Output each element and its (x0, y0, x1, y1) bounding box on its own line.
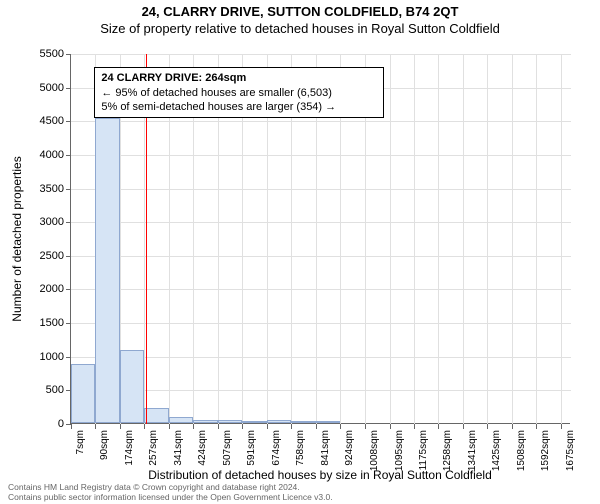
footer-line1: Contains HM Land Registry data © Crown c… (8, 482, 333, 492)
histogram-bar (120, 350, 144, 423)
xtick-mark (242, 424, 243, 429)
xtick-label: 90sqm (99, 430, 110, 460)
ytick-mark (66, 88, 71, 89)
annotation-line1: ← 95% of detached houses are smaller (6,… (101, 86, 377, 100)
histogram-bar (193, 420, 217, 423)
ytick-mark (66, 256, 71, 257)
xtick-label: 591sqm (246, 430, 257, 466)
annotation-line2: 5% of semi-detached houses are larger (3… (101, 100, 377, 114)
gridline-vertical (390, 54, 391, 424)
xtick-label: 174sqm (124, 430, 135, 466)
ytick-mark (66, 222, 71, 223)
y-axis-label: Number of detached properties (10, 156, 24, 321)
xtick-label: 924sqm (344, 430, 355, 466)
ytick-mark (66, 189, 71, 190)
xtick-mark (536, 424, 537, 429)
xtick-label: 1008sqm (369, 430, 380, 471)
ytick-label: 2000 (14, 283, 64, 295)
xtick-label: 1508sqm (516, 430, 527, 471)
histogram-bar (218, 420, 243, 423)
ytick-mark (66, 357, 71, 358)
xtick-label: 1592sqm (540, 430, 551, 471)
ytick-mark (66, 54, 71, 55)
ytick-label: 500 (14, 384, 64, 396)
ytick-label: 3000 (14, 216, 64, 228)
xtick-mark (218, 424, 219, 429)
xtick-mark (267, 424, 268, 429)
xtick-mark (561, 424, 562, 429)
xtick-label: 758sqm (295, 430, 306, 466)
ytick-label: 4500 (14, 115, 64, 127)
histogram-bar (169, 417, 193, 423)
xtick-label: 424sqm (197, 430, 208, 466)
xtick-mark (365, 424, 366, 429)
ytick-label: 5500 (14, 48, 64, 60)
gridline-vertical (512, 54, 513, 424)
xtick-mark (95, 424, 96, 429)
footer-attribution: Contains HM Land Registry data © Crown c… (8, 482, 333, 502)
ytick-label: 3500 (14, 183, 64, 195)
xtick-mark (120, 424, 121, 429)
xtick-mark (512, 424, 513, 429)
xtick-label: 1675sqm (565, 430, 576, 471)
xtick-mark (71, 424, 72, 429)
histogram-bar (144, 408, 169, 423)
xtick-label: 257sqm (148, 430, 159, 466)
histogram-bar (291, 421, 315, 423)
xtick-mark (487, 424, 488, 429)
ytick-mark (66, 121, 71, 122)
xtick-mark (390, 424, 391, 429)
xtick-mark (316, 424, 317, 429)
gridline-vertical (438, 54, 439, 424)
ytick-mark (66, 289, 71, 290)
xtick-mark (169, 424, 170, 429)
xtick-mark (340, 424, 341, 429)
xtick-mark (144, 424, 145, 429)
xtick-label: 507sqm (222, 430, 233, 466)
gridline-vertical (487, 54, 488, 424)
xtick-mark (438, 424, 439, 429)
histogram-bar (95, 118, 120, 423)
histogram-bar (316, 421, 340, 423)
xtick-label: 841sqm (320, 430, 331, 466)
gridline-vertical (561, 54, 562, 424)
ytick-label: 2500 (14, 250, 64, 262)
chart-title-main: 24, CLARRY DRIVE, SUTTON COLDFIELD, B74 … (0, 4, 600, 19)
ytick-mark (66, 323, 71, 324)
histogram-bar (267, 420, 292, 423)
ytick-label: 1000 (14, 351, 64, 363)
xtick-mark (193, 424, 194, 429)
ytick-label: 1500 (14, 317, 64, 329)
annotation-box: 24 CLARRY DRIVE: 264sqm ← 95% of detache… (94, 67, 384, 118)
annotation-title: 24 CLARRY DRIVE: 264sqm (101, 71, 377, 85)
gridline-vertical (536, 54, 537, 424)
gridline-vertical (463, 54, 464, 424)
xtick-label: 1175sqm (418, 430, 429, 470)
xtick-label: 341sqm (173, 430, 184, 466)
histogram-bar (242, 421, 266, 423)
ytick-mark (66, 155, 71, 156)
ytick-label: 5000 (14, 82, 64, 94)
xtick-mark (414, 424, 415, 429)
histogram-bar (71, 364, 95, 423)
gridline-vertical (414, 54, 415, 424)
xtick-mark (463, 424, 464, 429)
xtick-label: 674sqm (271, 430, 282, 466)
xtick-label: 7sqm (75, 430, 86, 454)
xtick-label: 1341sqm (467, 430, 478, 471)
xtick-mark (291, 424, 292, 429)
xtick-label: 1095sqm (394, 430, 405, 471)
x-axis-label: Distribution of detached houses by size … (70, 468, 570, 482)
chart-plot-region: 0500100015002000250030003500400045005000… (70, 54, 570, 424)
ytick-label: 4000 (14, 149, 64, 161)
footer-line2: Contains public sector information licen… (8, 492, 333, 502)
chart-title-sub: Size of property relative to detached ho… (0, 21, 600, 36)
xtick-label: 1258sqm (442, 430, 453, 471)
xtick-label: 1425sqm (491, 430, 502, 471)
ytick-label: 0 (14, 418, 64, 430)
